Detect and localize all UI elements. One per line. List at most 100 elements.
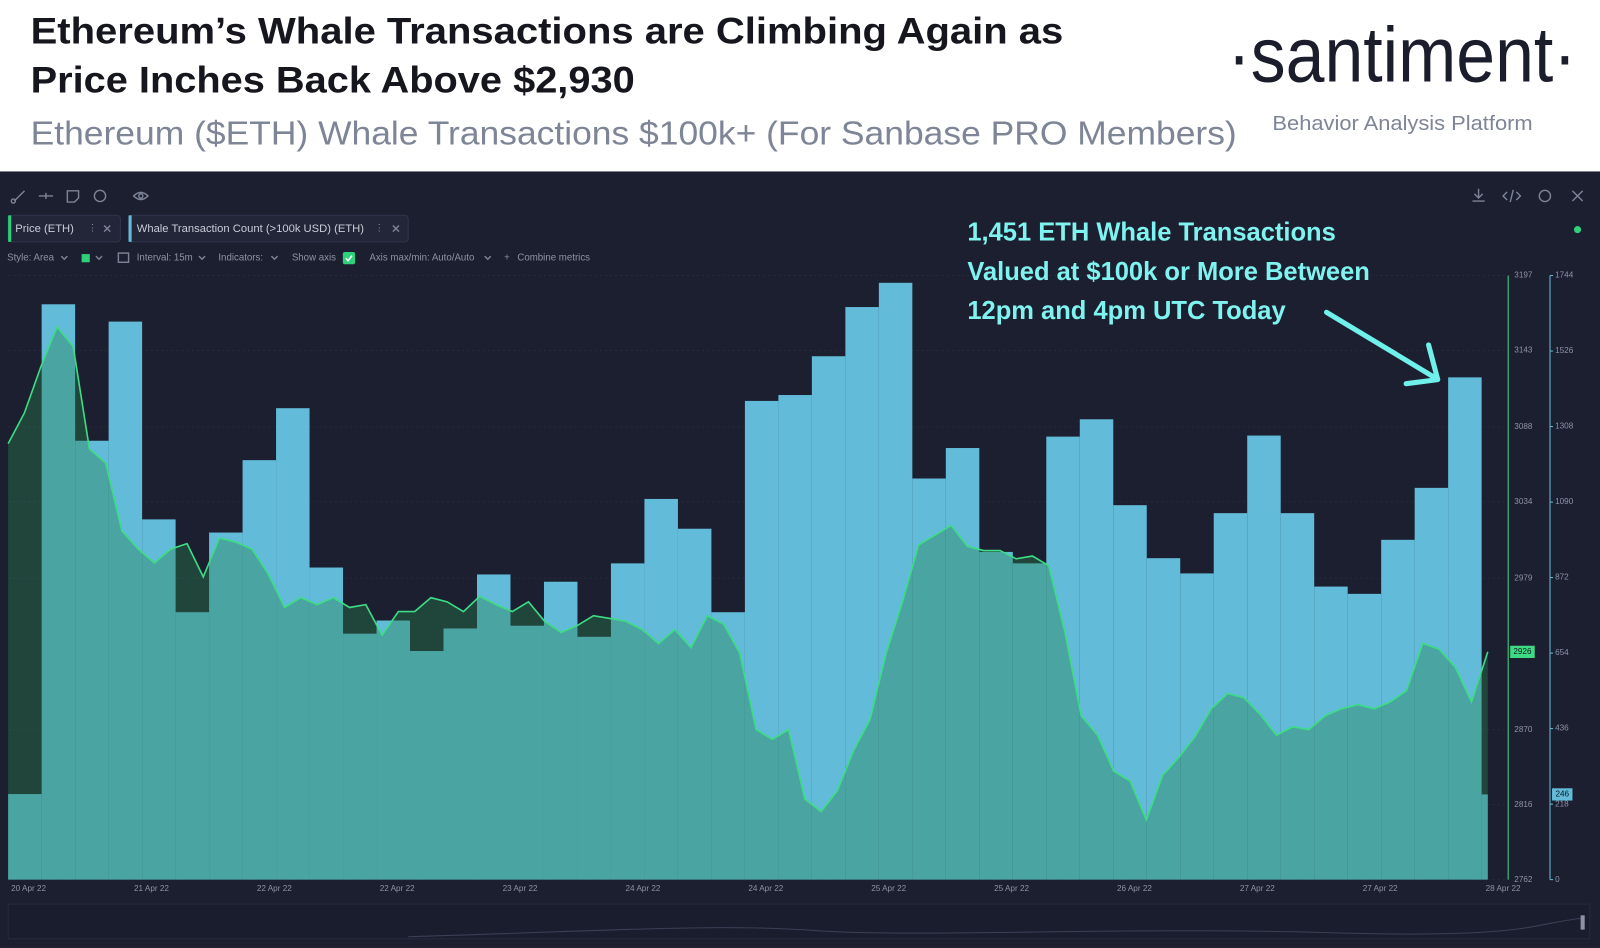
bar bbox=[1146, 558, 1181, 880]
bar bbox=[945, 448, 980, 880]
bar bbox=[276, 408, 310, 880]
x-tick-label: 27 Apr 22 bbox=[1363, 884, 1398, 893]
current-value-label: 246 bbox=[1555, 790, 1569, 799]
bar bbox=[376, 620, 411, 880]
setting[interactable]: Interval: 15m bbox=[137, 253, 193, 264]
bar bbox=[142, 519, 176, 880]
bar bbox=[1079, 419, 1114, 880]
tab-menu[interactable]: ⋮ bbox=[374, 223, 384, 234]
x-tick-label: 22 Apr 22 bbox=[380, 884, 415, 893]
annotation: 1,451 ETH Whale Transactions Valued at $… bbox=[967, 218, 1441, 387]
navigator bbox=[7, 903, 1591, 940]
bar bbox=[443, 628, 477, 880]
header-background bbox=[0, 0, 1600, 172]
draw-tool-icon[interactable] bbox=[10, 190, 25, 204]
bar bbox=[778, 395, 812, 880]
tab-close[interactable] bbox=[392, 225, 400, 233]
bar bbox=[309, 567, 344, 880]
bar bbox=[1247, 435, 1281, 880]
embed-icon[interactable] bbox=[1502, 189, 1522, 203]
close-icon[interactable] bbox=[1571, 190, 1584, 202]
metric-tabs: Price (ETH) ⋮ Whale Transaction Count (>… bbox=[7, 214, 409, 243]
bar bbox=[1448, 377, 1482, 880]
tab-menu[interactable]: ⋮ bbox=[88, 223, 98, 234]
setting[interactable]: Show axis bbox=[292, 253, 336, 264]
bar bbox=[209, 532, 243, 880]
x-tick-label: 22 Apr 22 bbox=[257, 884, 292, 893]
tagline: Behavior Analysis Platform bbox=[1272, 113, 1532, 135]
bar bbox=[1314, 586, 1348, 880]
y-tick-label: 2870 bbox=[1514, 725, 1533, 734]
download-icon[interactable] bbox=[1472, 188, 1485, 202]
subtitle: Ethereum ($ETH) Whale Transactions $100k… bbox=[31, 116, 1237, 153]
setting[interactable]: Indicators: bbox=[218, 253, 263, 264]
bar bbox=[41, 304, 76, 880]
note-tool-icon[interactable] bbox=[66, 190, 80, 203]
visibility-icon[interactable] bbox=[132, 191, 149, 201]
y-tick-label: 2816 bbox=[1514, 800, 1533, 809]
title-line: Ethereum’s Whale Transactions are Climbi… bbox=[31, 10, 1064, 51]
line-tool-icon[interactable] bbox=[38, 192, 54, 199]
setting[interactable]: Axis max/min: Auto/Auto bbox=[369, 253, 474, 264]
settings-icon[interactable] bbox=[1538, 189, 1552, 203]
bar bbox=[343, 633, 377, 880]
setting[interactable]: Style: Area bbox=[7, 253, 54, 264]
y2-tick-label: 1308 bbox=[1555, 422, 1574, 431]
y-tick-label: 3197 bbox=[1514, 271, 1533, 280]
y2-tick-label: 1090 bbox=[1555, 497, 1574, 506]
current-value-label: 2926 bbox=[1513, 647, 1532, 656]
bar bbox=[811, 356, 846, 880]
tab-label[interactable]: Whale Transaction Count (>100k USD) (ETH… bbox=[137, 223, 365, 235]
bar bbox=[677, 528, 712, 880]
navigator-line bbox=[408, 917, 1582, 938]
bar bbox=[1113, 505, 1147, 880]
annotation-line: Valued at $100k or More Between bbox=[967, 258, 1370, 286]
current-value-box bbox=[1510, 645, 1535, 658]
tab-marker bbox=[8, 215, 12, 242]
tab-close[interactable] bbox=[103, 225, 111, 233]
bar bbox=[1481, 794, 1488, 880]
bar bbox=[1180, 573, 1214, 880]
interval-icon bbox=[117, 252, 130, 263]
tab-marker bbox=[128, 215, 132, 242]
caret bbox=[95, 255, 103, 261]
navigator-handle[interactable] bbox=[1580, 915, 1585, 930]
x-tick-label: 24 Apr 22 bbox=[748, 884, 783, 893]
y2-tick-label: 654 bbox=[1555, 648, 1569, 657]
y2-tick-label: 1526 bbox=[1555, 346, 1574, 355]
y2-tick-label: 872 bbox=[1555, 573, 1569, 582]
annotation-arrow bbox=[1323, 309, 1441, 387]
bar bbox=[1046, 436, 1080, 880]
bar bbox=[1381, 539, 1415, 880]
x-tick-label: 26 Apr 22 bbox=[1117, 884, 1152, 893]
bar bbox=[1012, 563, 1047, 880]
color-swatch[interactable] bbox=[81, 254, 90, 263]
x-tick-label: 28 Apr 22 bbox=[1486, 884, 1521, 893]
logo: ·santiment· bbox=[1228, 13, 1577, 99]
toolbar-right bbox=[1472, 188, 1584, 234]
bar bbox=[644, 498, 678, 880]
emoji-tool-icon[interactable] bbox=[93, 189, 107, 203]
x-tick-label: 24 Apr 22 bbox=[625, 884, 660, 893]
y2-tick-label: 218 bbox=[1555, 799, 1569, 808]
y2-tick-label: 0 bbox=[1555, 875, 1560, 884]
checkmark bbox=[345, 255, 353, 262]
current-value-box bbox=[1552, 788, 1573, 801]
checkbox[interactable] bbox=[342, 252, 356, 265]
bar bbox=[476, 574, 511, 880]
tab-label[interactable]: Price (ETH) bbox=[15, 223, 74, 235]
setting[interactable]: Combine metrics bbox=[517, 253, 590, 264]
bar bbox=[175, 612, 210, 880]
x-tick-label: 20 Apr 22 bbox=[11, 884, 46, 893]
annotation-line: 1,451 ETH Whale Transactions bbox=[967, 218, 1335, 246]
x-tick-label: 27 Apr 22 bbox=[1240, 884, 1275, 893]
bar bbox=[1347, 593, 1382, 880]
bar bbox=[577, 636, 611, 880]
status-dot bbox=[1573, 226, 1582, 234]
bar bbox=[8, 794, 42, 880]
bar bbox=[510, 625, 544, 880]
bar bbox=[1280, 513, 1315, 880]
bar bbox=[610, 563, 645, 880]
price-area-shade bbox=[8, 326, 1488, 880]
